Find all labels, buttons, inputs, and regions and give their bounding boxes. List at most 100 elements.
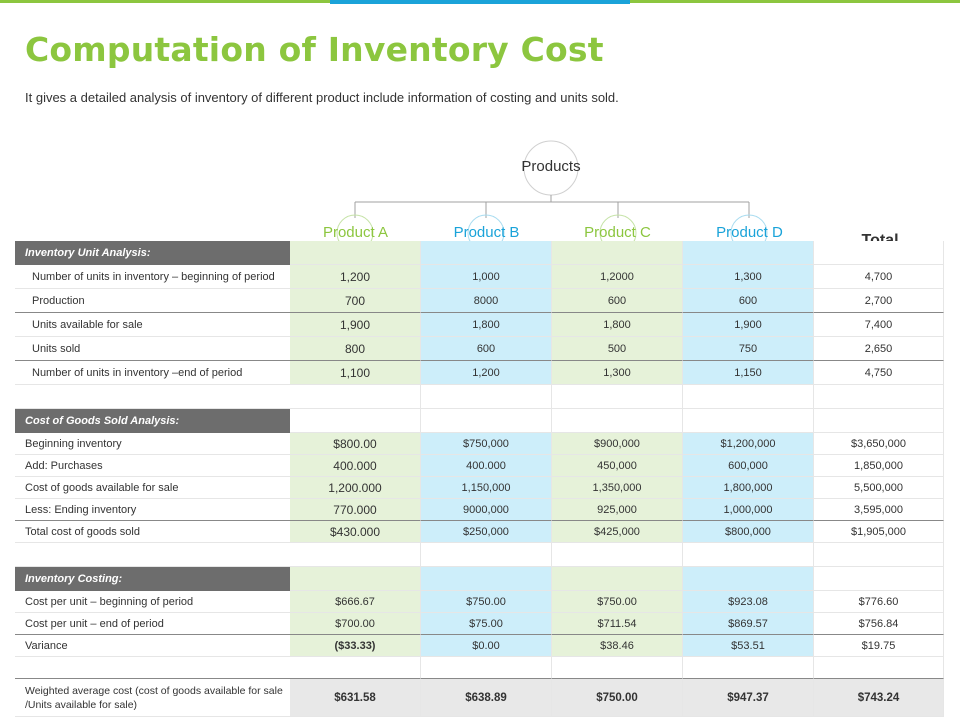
blank-row [15,657,945,679]
cell-product-b: 1,150,000 [421,477,552,499]
cell-product-c: 500 [552,337,683,361]
cell-product-a: $631.58 [290,679,421,717]
table-row: Cost of goods available for sale 1,200.0… [15,477,945,499]
cell-product-a: 1,100 [290,361,421,385]
row-label: Production [15,289,290,313]
cell-total: $19.75 [814,635,944,657]
row-label: Add: Purchases [15,455,290,477]
cell-product-c: 1,800 [552,313,683,337]
cell-product-d: 1,000,000 [683,499,814,521]
cell-product-b: 1,000 [421,265,552,289]
cell-product-d: 1,150 [683,361,814,385]
cell-total: $3,650,000 [814,433,944,455]
cell-product-a: $430.000 [290,521,421,543]
cell-product-c: $38.46 [552,635,683,657]
product-c-header: Product C [584,224,651,241]
cell-total: 2,650 [814,337,944,361]
row-label: Cost per unit – beginning of period [15,591,290,613]
cell-product-a: $700.00 [290,613,421,635]
cell-product-a: 400.000 [290,455,421,477]
cell-product-d: $923.08 [683,591,814,613]
row-label: Beginning inventory [15,433,290,455]
cell-product-a: ($33.33) [290,635,421,657]
cell-product-a: 700 [290,289,421,313]
cell-product-d: 1,300 [683,265,814,289]
cell-product-c: $750.00 [552,591,683,613]
table-row: Cost per unit – end of period $700.00 $7… [15,613,945,635]
cell-total: 1,850,000 [814,455,944,477]
table-row: Total cost of goods sold $430.000 $250,0… [15,521,945,543]
table-row: Beginning inventory $800.00 $750,000 $90… [15,433,945,455]
table-row: Cost per unit – beginning of period $666… [15,591,945,613]
cell-product-b: 8000 [421,289,552,313]
cell-total: 4,750 [814,361,944,385]
cell-total: 2,700 [814,289,944,313]
cell-product-a: $666.67 [290,591,421,613]
product-b-header: Product B [453,224,520,241]
section-header-cogs-analysis: Cost of Goods Sold Analysis: [15,409,945,433]
cell-product-c: $425,000 [552,521,683,543]
cell-product-d: $1,200,000 [683,433,814,455]
table-row: Less: Ending inventory 770.000 9000,000 … [15,499,945,521]
cell-product-d: $869.57 [683,613,814,635]
cell-product-c: 1,2000 [552,265,683,289]
row-label: Variance [15,635,290,657]
cell-total: $776.60 [814,591,944,613]
cell-product-d: $53.51 [683,635,814,657]
product-d-header: Product D [716,224,783,241]
table-row: Units sold 800 600 500 750 2,650 [15,337,945,361]
products-root-label: Products [521,158,581,175]
blank-row [15,385,945,409]
cell-product-b: 600 [421,337,552,361]
cell-product-c: 1,350,000 [552,477,683,499]
cell-product-d: 750 [683,337,814,361]
cell-product-a: 1,900 [290,313,421,337]
table-row: Production 700 8000 600 600 2,700 [15,289,945,313]
cell-product-d: $800,000 [683,521,814,543]
cell-product-b: $75.00 [421,613,552,635]
page-subtitle: It gives a detailed analysis of inventor… [25,90,619,105]
section-title: Inventory Unit Analysis: [15,241,290,265]
cell-product-b: 1,200 [421,361,552,385]
row-label: Number of units in inventory –end of per… [15,361,290,385]
cell-product-d: 1,800,000 [683,477,814,499]
cell-total: $1,905,000 [814,521,944,543]
cell-product-c: $711.54 [552,613,683,635]
section-header-unit-analysis: Inventory Unit Analysis: [15,241,945,265]
cell-total: 7,400 [814,313,944,337]
row-label: Less: Ending inventory [15,499,290,521]
row-label: Cost per unit – end of period [15,613,290,635]
table-row: Add: Purchases 400.000 400.000 450,000 6… [15,455,945,477]
cell-product-a: 770.000 [290,499,421,521]
top-accent-bar [330,0,630,4]
cell-product-b: $750,000 [421,433,552,455]
cell-product-b: 1,800 [421,313,552,337]
cell-product-c: 1,300 [552,361,683,385]
cell-product-a: $800.00 [290,433,421,455]
cell-product-c: 450,000 [552,455,683,477]
cell-total: $756.84 [814,613,944,635]
cell-product-c: 925,000 [552,499,683,521]
row-label: Cost of goods available for sale [15,477,290,499]
cell-total: $743.24 [814,679,944,717]
cell-product-a: 1,200.000 [290,477,421,499]
weighted-average-row: Weighted average cost (cost of goods ava… [15,679,945,717]
cell-total: 5,500,000 [814,477,944,499]
table-row: Number of units in inventory – beginning… [15,265,945,289]
section-title: Cost of Goods Sold Analysis: [15,409,290,433]
cell-total: 4,700 [814,265,944,289]
cell-product-d: 600 [683,289,814,313]
cell-product-b: $750.00 [421,591,552,613]
section-title: Inventory Costing: [15,567,290,591]
page-title: Computation of Inventory Cost [25,30,604,69]
cell-product-a: 800 [290,337,421,361]
cell-product-b: 400.000 [421,455,552,477]
row-label: Total cost of goods sold [15,521,290,543]
cell-product-c: $900,000 [552,433,683,455]
cell-product-d: $947.37 [683,679,814,717]
cell-product-d: 1,900 [683,313,814,337]
table-row: Variance ($33.33) $0.00 $38.46 $53.51 $1… [15,635,945,657]
product-a-header: Product A [322,224,389,241]
cell-product-b: $0.00 [421,635,552,657]
cell-product-b: 9000,000 [421,499,552,521]
